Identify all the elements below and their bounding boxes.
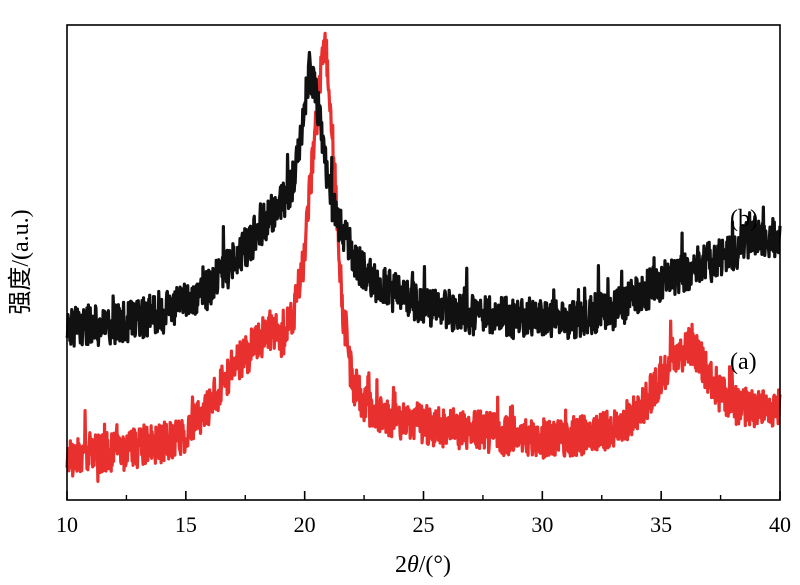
series-line-a — [65, 31, 782, 483]
x-tick-label: 20 — [294, 512, 316, 537]
series-label-b: (b) — [730, 206, 758, 232]
x-axis-title-prefix: 2 — [395, 552, 407, 578]
series-label-a: (a) — [730, 349, 757, 375]
x-axis-title-symbol: θ — [407, 552, 419, 578]
x-tick-label: 15 — [175, 512, 197, 537]
x-tick-label: 40 — [769, 512, 791, 537]
x-tick-label: 10 — [56, 512, 78, 537]
tick-layer: 10 15 20 25 30 35 40 — [56, 491, 791, 537]
x-tick-label: 25 — [413, 512, 435, 537]
x-axis-title: 2θ/(°) — [395, 552, 451, 578]
x-tick-label: 35 — [650, 512, 672, 537]
x-tick-label: 30 — [531, 512, 553, 537]
series-line-b — [65, 50, 782, 348]
x-axis-title-suffix: /(°) — [419, 552, 451, 578]
y-axis-title: 强度/(a.u.) — [7, 209, 34, 314]
series-layer — [65, 31, 782, 483]
